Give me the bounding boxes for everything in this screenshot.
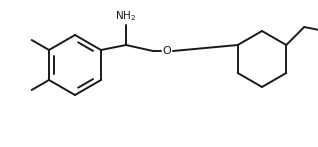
Text: NH$_2$: NH$_2$ bbox=[115, 9, 136, 23]
Text: O: O bbox=[162, 46, 171, 56]
